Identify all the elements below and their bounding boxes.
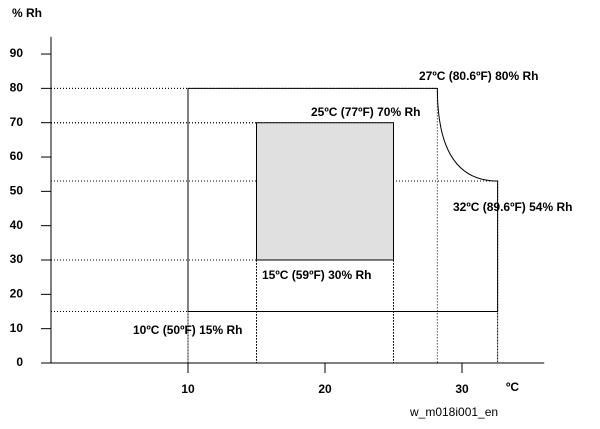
annotation: 15ºC (59ºF) 30% Rh — [262, 268, 371, 282]
annotation: 32ºC (89.6ºF) 54% Rh — [453, 200, 572, 214]
y-axis-label: % Rh — [12, 6, 42, 20]
region — [256, 122, 394, 261]
y-tick-label: 40 — [10, 218, 24, 232]
annotation: 25ºC (77ºF) 70% Rh — [311, 105, 420, 119]
caption: w_m018i001_en — [409, 405, 498, 419]
y-tick-label: 20 — [10, 287, 24, 301]
y-tick-label: 90 — [10, 46, 24, 60]
x-axis-label: ºC — [506, 380, 519, 394]
y-tick-label: 10 — [10, 321, 24, 335]
annotation: 27ºC (80.6ºF) 80% Rh — [419, 69, 538, 83]
region — [187, 87, 499, 313]
x-tick-label: 10 — [181, 382, 195, 396]
y-tick-label: 70 — [10, 115, 24, 129]
x-tick-label: 30 — [455, 382, 469, 396]
y-tick-label: 60 — [10, 149, 24, 163]
y-tick-label: 0 — [16, 355, 23, 369]
x-tick-label: 20 — [318, 382, 332, 396]
y-tick-label: 80 — [10, 81, 24, 95]
y-tick-label: 30 — [10, 252, 24, 266]
y-tick-label: 50 — [10, 184, 24, 198]
annotation: 10ºC (50ºF) 15% Rh — [133, 323, 242, 337]
